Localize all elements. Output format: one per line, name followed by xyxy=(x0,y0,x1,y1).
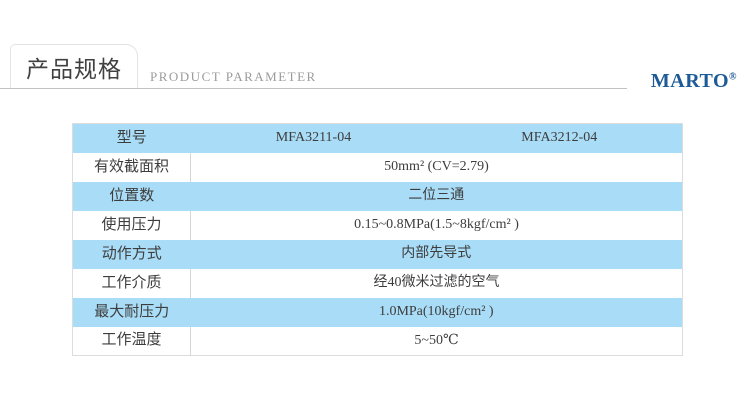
row-label: 最大耐压力 xyxy=(72,297,191,327)
model-value-1: MFA3211-04 xyxy=(190,123,437,153)
brand-logo: MARTO® xyxy=(651,70,737,93)
table-row: 工作介质 经40微米过滤的空气 xyxy=(72,268,683,298)
row-value: 内部先导式 xyxy=(190,239,683,269)
table-row: 工作温度 5~50℃ xyxy=(72,326,683,356)
table-row: 使用压力 0.15~0.8MPa(1.5~8kgf/cm² ) xyxy=(72,210,683,240)
table-row-model: 型号 MFA3211-04 MFA3212-04 xyxy=(72,123,683,153)
spec-table: 型号 MFA3211-04 MFA3212-04 有效截面积 50mm² (CV… xyxy=(72,123,683,356)
row-label: 型号 xyxy=(72,123,191,153)
row-value: 1.0MPa(10kgf/cm² ) xyxy=(190,297,683,327)
table-row: 位置数 二位三通 xyxy=(72,181,683,211)
row-label: 使用压力 xyxy=(72,210,191,240)
section-title-tab: 产品规格 xyxy=(10,44,138,89)
row-label: 工作介质 xyxy=(72,268,191,298)
section-title-cn: 产品规格 xyxy=(26,57,122,82)
row-value: 0.15~0.8MPa(1.5~8kgf/cm² ) xyxy=(190,210,683,240)
row-label: 工作温度 xyxy=(72,326,191,356)
table-row: 动作方式 内部先导式 xyxy=(72,239,683,269)
row-value: 二位三通 xyxy=(190,181,683,211)
table-row: 有效截面积 50mm² (CV=2.79) xyxy=(72,152,683,182)
header-divider-line xyxy=(0,88,627,89)
section-title-en: PRODUCT PARAMETER xyxy=(150,69,317,84)
row-label: 动作方式 xyxy=(72,239,191,269)
row-label: 有效截面积 xyxy=(72,152,191,182)
row-label: 位置数 xyxy=(72,181,191,211)
table-row: 最大耐压力 1.0MPa(10kgf/cm² ) xyxy=(72,297,683,327)
brand-name: MARTO xyxy=(650,70,730,92)
row-value: 5~50℃ xyxy=(190,326,683,356)
model-value-2: MFA3212-04 xyxy=(436,123,683,153)
row-value: 经40微米过滤的空气 xyxy=(190,268,683,298)
registered-trademark-symbol: ® xyxy=(729,71,737,83)
row-value: 50mm² (CV=2.79) xyxy=(190,152,683,182)
